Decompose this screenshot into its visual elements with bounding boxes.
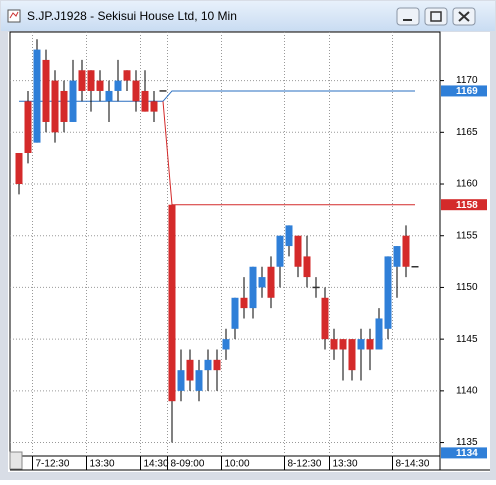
app-icon (7, 9, 21, 23)
candle-body (141, 90, 149, 112)
candle-body (186, 359, 194, 381)
candle-body (258, 277, 266, 288)
price-label-box (441, 447, 487, 459)
x-tick-label: 14:30 (144, 459, 169, 470)
x-tick-label: 13:30 (333, 459, 358, 470)
candle-body (177, 370, 185, 391)
price-label: 1134 (456, 448, 478, 459)
candle-body (402, 235, 410, 267)
y-tick-label: 1155 (456, 230, 478, 241)
candle-body (393, 246, 401, 267)
window-buttons (396, 7, 476, 26)
candle-body (348, 339, 356, 371)
plot-area (9, 31, 441, 457)
candle-body (60, 90, 68, 122)
scroll-handle[interactable] (9, 451, 23, 470)
candle-body (249, 266, 257, 309)
candle-body (24, 101, 32, 153)
price-label: 1158 (456, 200, 478, 211)
candle-body (330, 339, 338, 350)
y-tick-label: 1135 (456, 437, 478, 448)
candle-body (87, 70, 95, 91)
candle-body (285, 225, 293, 247)
close-icon (458, 11, 470, 22)
candle-body (357, 339, 365, 350)
y-tick-label: 1140 (456, 385, 478, 396)
candle-body (78, 70, 86, 91)
candle-body (339, 339, 347, 350)
candle-body (213, 359, 221, 371)
x-tick-label: 10:00 (225, 459, 250, 470)
x-tick-label: 8-09:00 (171, 459, 205, 470)
candle-body (222, 339, 230, 350)
minimize-button[interactable] (396, 7, 420, 26)
candle-body (132, 80, 140, 102)
candle-body (240, 297, 248, 309)
x-tick-label: 8-14:30 (396, 459, 430, 470)
candle-body (303, 256, 311, 278)
x-tick-label: 8-12:30 (288, 459, 322, 470)
candle-body (96, 80, 104, 91)
candle-body (168, 204, 176, 402)
candle-body (195, 370, 203, 391)
y-tick-label: 1145 (456, 334, 478, 345)
candle-body (42, 59, 50, 122)
app-icon-glyph (9, 11, 19, 19)
candle-body (51, 80, 59, 133)
candle-body (366, 339, 374, 350)
price-label-box (441, 85, 487, 97)
candle-body (204, 359, 212, 371)
candle-body (231, 297, 239, 329)
candle-body (375, 318, 383, 350)
candle-body (384, 256, 392, 329)
window-title: S.JP.J1928 - Sekisui House Ltd, 10 Min (27, 9, 237, 23)
plot: 1135 1140 1145 1150 1155 1160 1165 1170 7-12:30 1… (10, 32, 487, 470)
candle-body (321, 297, 329, 340)
candle-body (276, 235, 284, 267)
price-label: 1169 (456, 86, 478, 97)
candle-body (267, 266, 275, 298)
candle-body (15, 152, 23, 185)
maximize-button[interactable] (424, 7, 448, 26)
x-tick-label: 13:30 (90, 459, 115, 470)
level-line (162, 101, 415, 206)
y-tick-label: 1150 (456, 282, 478, 293)
candle-body (114, 80, 122, 91)
level-line (19, 90, 415, 102)
price-label-box (441, 199, 487, 211)
y-tick-label: 1160 (456, 179, 478, 190)
candle-body (150, 101, 158, 112)
candle-body (69, 80, 77, 122)
candle-body (294, 235, 302, 267)
candle-body (123, 70, 131, 81)
x-tick-label: 7-12:30 (36, 459, 70, 470)
y-tick-label: 1170 (456, 75, 478, 86)
candle-body (33, 49, 41, 143)
y-tick-label: 1165 (456, 127, 478, 138)
maximize-icon (430, 11, 442, 22)
candle-body (105, 90, 113, 102)
